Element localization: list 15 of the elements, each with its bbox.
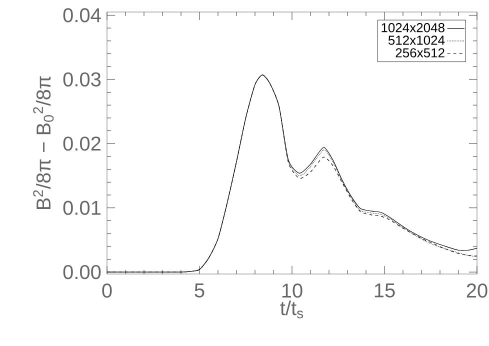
y-tick-label: 0.02 (63, 136, 100, 151)
legend-label: 1024x2048 (382, 23, 444, 32)
x-tick-label: 5 (194, 284, 204, 298)
x-tick-label: 20 (466, 284, 488, 298)
x-tick-label: 0 (102, 284, 112, 298)
y-tick-label: 0.04 (63, 8, 101, 22)
y-tick-label: 0.03 (63, 72, 101, 86)
y-tick-label: 0.01 (63, 200, 100, 215)
y-tick-label: 0.00 (63, 265, 101, 280)
legend-label: 512x1024 (388, 36, 445, 45)
x-tick-label: 15 (374, 284, 395, 298)
legend-label: 256x512 (396, 48, 444, 58)
x-axis-title: t/t$_{s}$ (280, 300, 304, 318)
y-axis-title: B$^{2}$/8π − B$_{0}$$^{2}$/8π (33, 76, 54, 209)
x-tick-label: 10 (282, 284, 302, 298)
